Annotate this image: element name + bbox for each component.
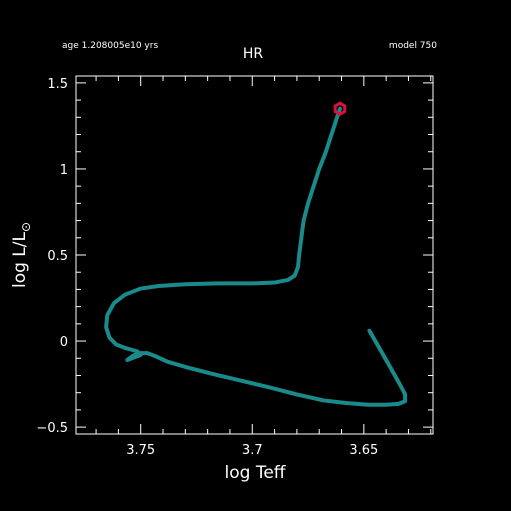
age-label: age 1.208005e10 yrs <box>62 41 158 51</box>
y-tick-label: 0.5 <box>47 249 68 264</box>
x-tick-labels: 3.75 3.7 3.65 <box>126 443 378 458</box>
y-tick-label: −0.5 <box>36 421 68 436</box>
current-model-marker <box>333 101 347 116</box>
y-axis-title-sub: ⊙ <box>19 222 33 232</box>
chart-title: HR <box>243 46 264 62</box>
track-series <box>104 106 408 407</box>
y-axis-title: log L/L⊙ <box>10 222 33 288</box>
model-label: model 750 <box>389 41 437 51</box>
y-tick-label: 0 <box>60 335 68 350</box>
x-tick-label: 3.75 <box>126 443 155 458</box>
x-axis-title: log Teff <box>225 463 287 483</box>
axis-ticks <box>76 76 433 434</box>
y-tick-label: 1.5 <box>47 77 68 92</box>
y-tick-labels: −0.5 0 0.5 1 1.5 <box>36 77 68 436</box>
evolution-track-line <box>104 106 408 407</box>
current-model-point <box>333 101 347 116</box>
y-tick-label: 1 <box>60 163 68 178</box>
x-tick-label: 3.65 <box>349 443 378 458</box>
x-tick-label: 3.7 <box>242 443 263 458</box>
svg-text:log L/L⊙: log L/L⊙ <box>10 222 33 288</box>
plot-frame <box>75 75 434 435</box>
y-axis-title-main: log L/L <box>10 232 30 289</box>
